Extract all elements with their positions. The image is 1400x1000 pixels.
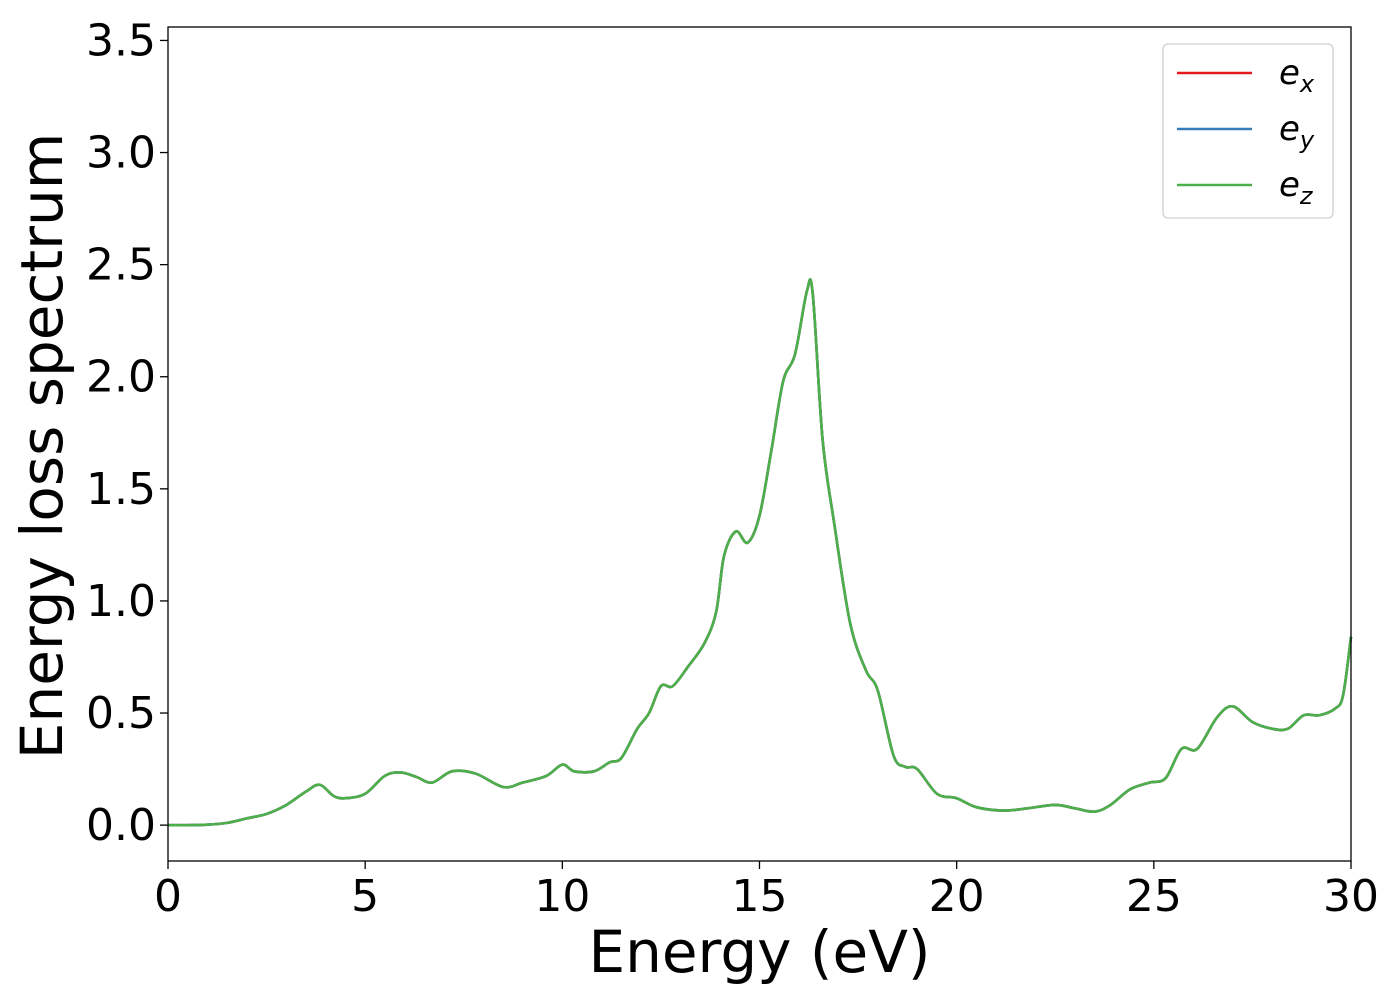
series-line-e-z <box>167 278 1353 827</box>
x-tick-label: 5 <box>351 871 379 922</box>
x-tick-label: 0 <box>154 871 182 922</box>
series-layer <box>167 278 1353 827</box>
x-tick-label: 15 <box>732 871 788 922</box>
y-tick-label: 1.5 <box>86 464 156 515</box>
series-line-e-x <box>167 278 1353 827</box>
y-tick-label: 1.0 <box>86 576 156 627</box>
y-tick-label: 0.0 <box>86 800 156 851</box>
x-tick-label: 30 <box>1323 871 1379 922</box>
y-tick-label: 3.0 <box>86 128 156 179</box>
y-tick-label: 2.0 <box>86 352 156 403</box>
x-tick-label: 10 <box>534 871 590 922</box>
legend-label-x: ex <box>1279 53 1315 98</box>
y-tick-label: 0.5 <box>86 688 156 739</box>
x-axis: 0 5 10 15 20 25 30 <box>154 861 1379 922</box>
x-tick-label: 25 <box>1126 871 1182 922</box>
legend-label-y: ey <box>1279 109 1315 154</box>
series-line-e-y <box>167 278 1353 827</box>
legend-frame <box>1162 43 1334 219</box>
y-axis-title: Energy loss spectrum <box>8 133 76 759</box>
x-axis-title: Energy (eV) <box>588 918 930 986</box>
x-tick-label: 20 <box>929 871 985 922</box>
y-axis: 0.0 0.5 1.0 1.5 2.0 2.5 3.0 3.5 <box>86 15 168 851</box>
y-tick-label: 3.5 <box>86 15 156 66</box>
y-tick-label: 2.5 <box>86 240 156 291</box>
